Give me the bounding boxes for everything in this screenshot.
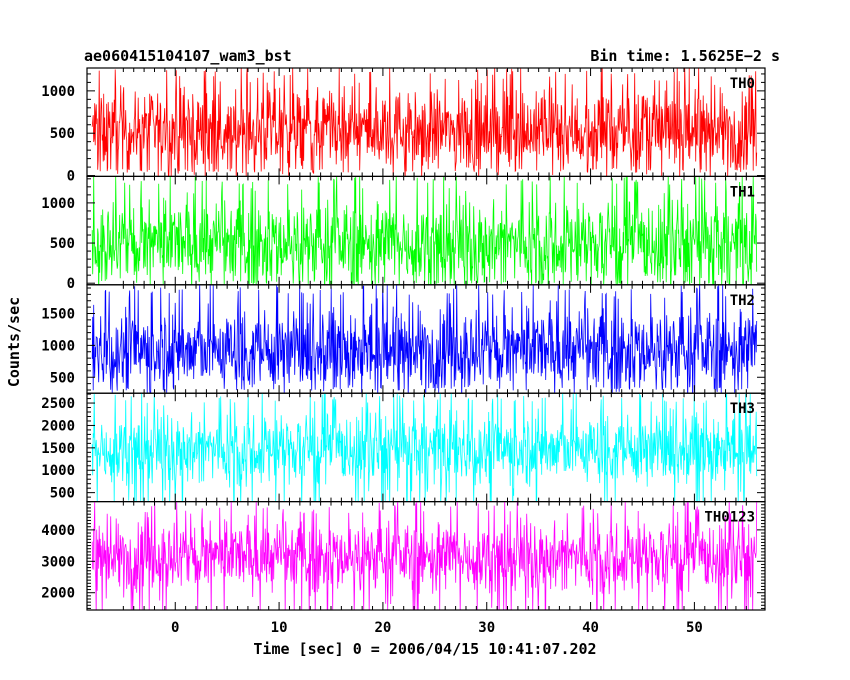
panel-th0: 0 500 1000 TH0 — [41, 67, 766, 185]
series-th1-line — [91, 176, 758, 285]
x-tick-label: 30 — [478, 620, 495, 636]
series-th3-line — [91, 393, 758, 502]
y-tick-label: 1000 — [41, 196, 75, 212]
series-th2-line — [91, 284, 758, 394]
series-label-th0123: TH0123 — [704, 510, 755, 526]
x-axis-label: Time [sec] 0 = 2006/04/15 10:41:07.202 — [253, 640, 596, 658]
y-tick-label: 1000 — [41, 338, 75, 354]
x-tick-label: 40 — [582, 620, 599, 636]
y-axis-label: Counts/sec — [5, 297, 23, 387]
y-tick-label: 1000 — [41, 84, 75, 100]
panel-frame — [86, 501, 766, 611]
series-th0-line — [91, 68, 758, 177]
panels: 0 500 1000 TH0 0 500 1000 TH1 500 1000 1500 TH2 500 1… — [41, 67, 766, 611]
series-label-th2: TH2 — [730, 293, 755, 309]
y-tick-label: 2000 — [41, 418, 75, 434]
bin-time-label: Bin time: 1.5625E−2 s — [590, 47, 780, 65]
y-tick-label: 3000 — [41, 554, 75, 570]
y-tick-label: 1500 — [41, 441, 75, 457]
panel-th1: 0 500 1000 TH1 — [41, 175, 766, 292]
y-tick-label: 500 — [50, 126, 75, 142]
x-tick-label: 50 — [686, 620, 703, 636]
y-tick-label: 0 — [67, 169, 75, 185]
x-tick-label: 20 — [374, 620, 391, 636]
y-tick-label: 500 — [50, 370, 75, 386]
chart-title: ae060415104107_wam3_bst — [84, 47, 292, 65]
y-tick-label: 1000 — [41, 463, 75, 479]
panel-th2: 500 1000 1500 TH2 — [41, 284, 766, 394]
y-tick-label: 4000 — [41, 523, 75, 539]
y-tick-label: 0 — [67, 276, 75, 292]
series-label-th0: TH0 — [730, 76, 755, 92]
x-tick-label: 0 — [171, 620, 179, 636]
y-tick-label: 1500 — [41, 306, 75, 322]
series-label-th3: TH3 — [730, 401, 755, 417]
series-th0123-line — [91, 501, 758, 611]
y-tick-label: 500 — [50, 236, 75, 252]
series-label-th1: TH1 — [730, 184, 755, 200]
panel-th3: 500 1000 1500 2000 2500 TH3 — [41, 392, 766, 503]
x-axis: 0 10 20 30 40 50 — [171, 620, 703, 636]
x-tick-label: 10 — [271, 620, 288, 636]
panel-th0123: 2000 3000 4000 TH0123 — [41, 501, 766, 611]
y-tick-label: 2000 — [41, 586, 75, 602]
y-tick-label: 2500 — [41, 396, 75, 412]
y-tick-label: 500 — [50, 486, 75, 502]
